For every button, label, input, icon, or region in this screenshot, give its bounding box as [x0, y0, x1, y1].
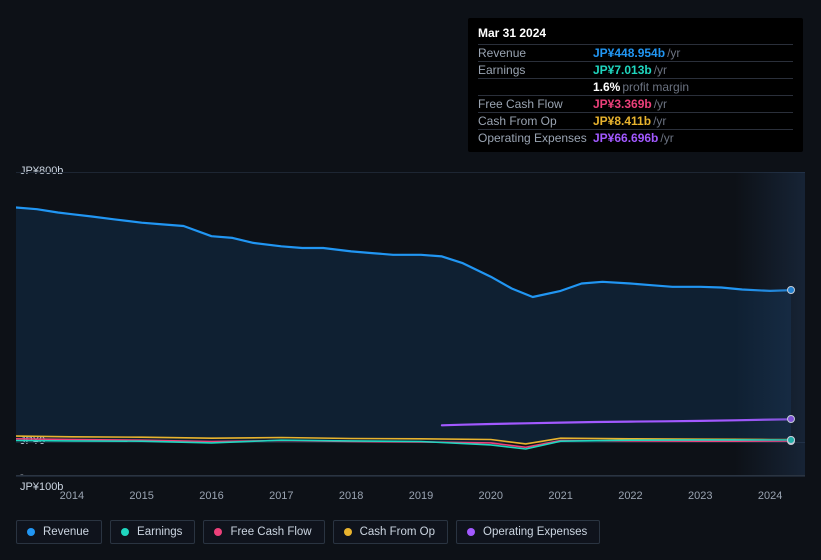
tooltip-date: Mar 31 2024 [478, 24, 793, 44]
legend-label: Free Cash Flow [230, 526, 311, 538]
x-axis-label: 2023 [688, 490, 712, 502]
legend-dot-icon [121, 528, 129, 536]
legend-dot-icon [214, 528, 222, 536]
tooltip-row: 1.6% profit margin [478, 78, 793, 95]
gridline [16, 476, 805, 477]
tooltip-row-suffix: /yr [654, 97, 667, 111]
chart-tooltip: Mar 31 2024 RevenueJP¥448.954b /yrEarnin… [468, 18, 803, 152]
x-axis-label: 2015 [129, 490, 153, 502]
legend-item-free-cash-flow[interactable]: Free Cash Flow [203, 520, 324, 544]
legend-dot-icon [467, 528, 475, 536]
tooltip-row-suffix: /yr [667, 46, 680, 60]
legend-item-revenue[interactable]: Revenue [16, 520, 102, 544]
chart-plot-area[interactable] [16, 172, 805, 476]
series-fill-revenue [16, 208, 791, 443]
tooltip-row-value: 1.6% [593, 80, 620, 94]
x-axis-label: 2014 [60, 490, 84, 502]
x-axis-label: 2017 [269, 490, 293, 502]
tooltip-row: Free Cash FlowJP¥3.369b /yr [478, 95, 793, 112]
tooltip-row-suffix: /yr [653, 114, 666, 128]
x-axis-label: 2022 [618, 490, 642, 502]
legend-dot-icon [27, 528, 35, 536]
x-axis-label: 2024 [758, 490, 782, 502]
legend-label: Earnings [137, 526, 182, 538]
tooltip-row: Cash From OpJP¥8.411b /yr [478, 112, 793, 129]
x-axis-label: 2016 [199, 490, 223, 502]
series-end-dot [787, 286, 795, 294]
series-end-dot [787, 436, 795, 444]
tooltip-row-suffix: /yr [660, 131, 673, 145]
tooltip-row-value: JP¥448.954b [593, 46, 665, 60]
tooltip-row: EarningsJP¥7.013b /yr [478, 61, 793, 78]
legend-dot-icon [344, 528, 352, 536]
tooltip-row-value: JP¥7.013b [593, 63, 652, 77]
x-axis-label: 2021 [548, 490, 572, 502]
tooltip-row: RevenueJP¥448.954b /yr [478, 44, 793, 61]
legend-item-earnings[interactable]: Earnings [110, 520, 195, 544]
x-axis-label: 2019 [409, 490, 433, 502]
x-axis-label: 2018 [339, 490, 363, 502]
tooltip-row-value: JP¥8.411b [593, 114, 651, 128]
x-axis-label: 2020 [479, 490, 503, 502]
tooltip-row-value: JP¥66.696b [593, 131, 658, 145]
legend-item-operating-expenses[interactable]: Operating Expenses [456, 520, 600, 544]
tooltip-row-value: JP¥3.369b [593, 97, 652, 111]
tooltip-row-label: Earnings [478, 63, 593, 77]
tooltip-row-suffix: profit margin [622, 80, 689, 94]
tooltip-row-label: Cash From Op [478, 114, 593, 128]
legend-item-cash-from-op[interactable]: Cash From Op [333, 520, 448, 544]
financials-chart: JP¥800bJP¥0-JP¥100b 20142015201620172018… [16, 158, 805, 500]
tooltip-row-suffix: /yr [654, 63, 667, 77]
tooltip-row-label: Free Cash Flow [478, 97, 593, 111]
tooltip-row-label: Operating Expenses [478, 131, 593, 145]
legend-label: Revenue [43, 526, 89, 538]
legend-label: Cash From Op [360, 526, 435, 538]
tooltip-row: Operating ExpensesJP¥66.696b /yr [478, 129, 793, 146]
series-end-dot [787, 415, 795, 423]
legend-label: Operating Expenses [483, 526, 587, 538]
tooltip-rows: RevenueJP¥448.954b /yrEarningsJP¥7.013b … [478, 44, 793, 146]
tooltip-row-label: Revenue [478, 46, 593, 60]
chart-legend: Revenue Earnings Free Cash Flow Cash From O… [16, 520, 600, 544]
